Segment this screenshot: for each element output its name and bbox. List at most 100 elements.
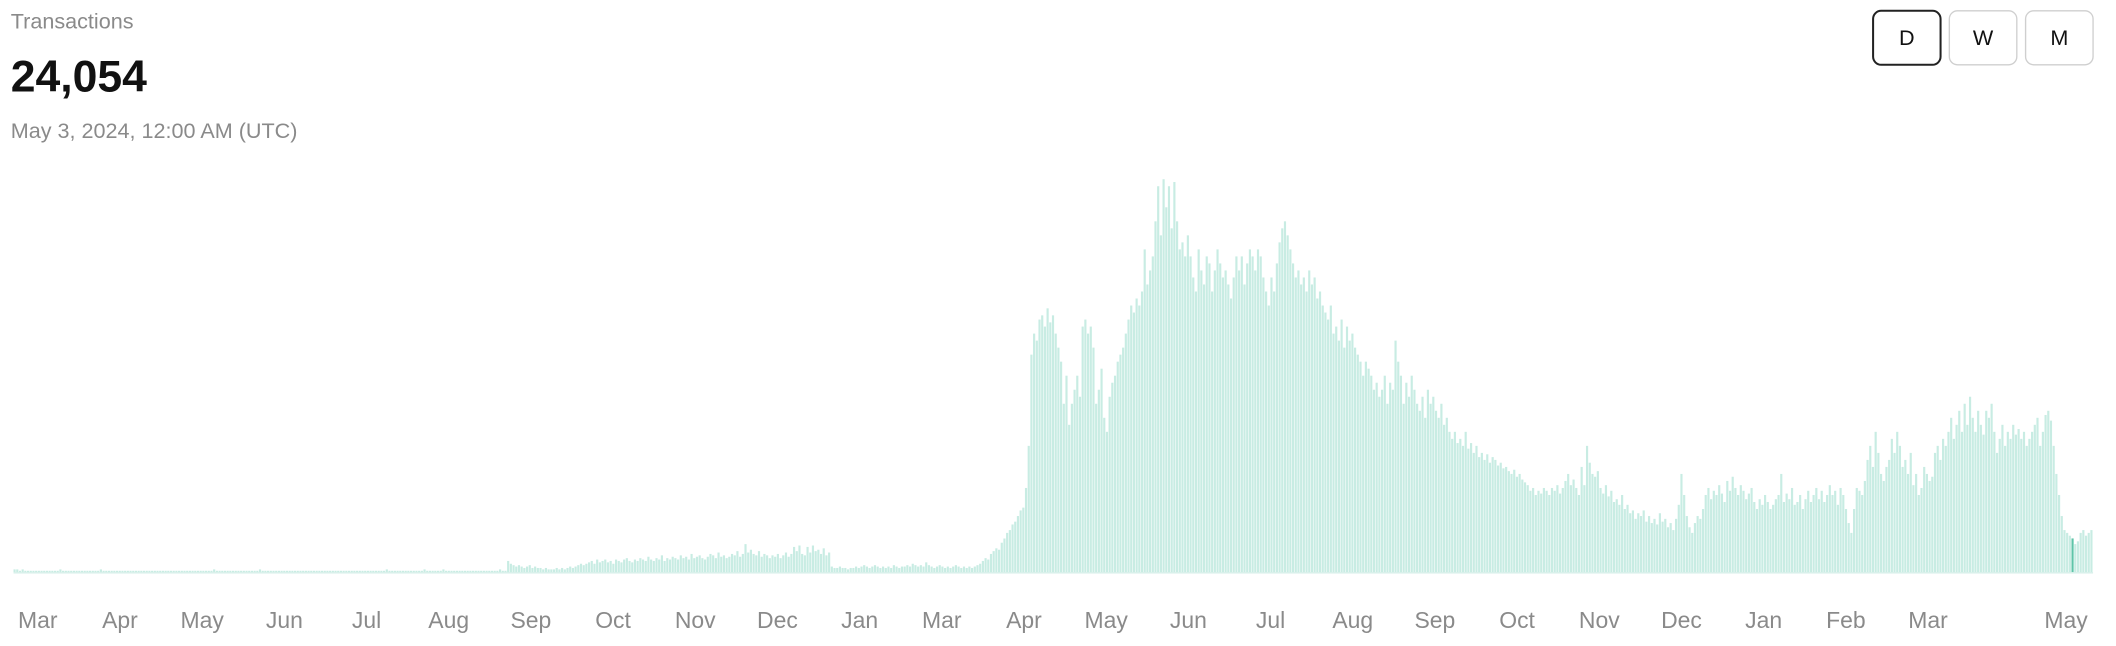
- bar: [62, 570, 65, 573]
- bar: [641, 559, 645, 573]
- bar: [118, 570, 121, 573]
- bar: [78, 570, 81, 573]
- bar: [1650, 523, 1653, 573]
- bar: [1518, 473, 1521, 573]
- bar: [984, 558, 987, 573]
- bar: [496, 570, 499, 573]
- bar: [1677, 504, 1680, 573]
- bar: [1666, 527, 1670, 573]
- bar: [1580, 466, 1583, 573]
- bar: [501, 570, 504, 573]
- bar: [1310, 284, 1314, 573]
- bar: [83, 570, 86, 573]
- button-frame[interactable]: [1872, 9, 1942, 66]
- bar: [1523, 482, 1527, 573]
- bar: [40, 570, 43, 573]
- bar: [555, 567, 558, 573]
- bar: [1623, 509, 1626, 573]
- bar: [644, 560, 647, 573]
- bar: [1348, 340, 1351, 573]
- bar: [674, 558, 677, 573]
- bar: [542, 569, 545, 573]
- button-frame[interactable]: [1948, 10, 2018, 66]
- bar: [1111, 382, 1114, 573]
- bar: [304, 570, 307, 573]
- x-tick-label: Nov: [675, 607, 716, 633]
- bar: [1224, 270, 1227, 573]
- bar: [356, 570, 359, 573]
- bar: [849, 567, 852, 573]
- bar: [868, 567, 871, 573]
- bar: [420, 570, 423, 573]
- bar: [334, 570, 337, 573]
- bar: [401, 570, 405, 573]
- bar: [21, 569, 24, 573]
- bar: [1478, 457, 1481, 573]
- bar: [129, 570, 132, 573]
- x-tick-label: Jun: [1170, 607, 1207, 633]
- button-frame[interactable]: [2024, 10, 2094, 66]
- bar: [1612, 502, 1616, 573]
- bar: [1785, 493, 1788, 573]
- bar: [291, 570, 294, 573]
- bar: [159, 570, 162, 573]
- bar: [1364, 361, 1367, 573]
- bar: [1000, 542, 1003, 573]
- button-label[interactable]: W: [1973, 25, 1994, 50]
- bar: [679, 555, 682, 573]
- bar: [409, 570, 413, 573]
- button-label[interactable]: M: [2050, 25, 2068, 50]
- bar: [1599, 487, 1602, 573]
- bar: [698, 555, 701, 573]
- bar: [2020, 438, 2023, 573]
- button-label[interactable]: D: [1899, 25, 1915, 50]
- bar: [1178, 249, 1181, 573]
- bar: [115, 570, 119, 573]
- bar: [1030, 354, 1033, 573]
- bar: [1626, 504, 1629, 573]
- bar: [245, 570, 248, 573]
- bar: [1847, 523, 1850, 573]
- bar: [1302, 277, 1305, 573]
- bar: [946, 566, 949, 573]
- bar: [968, 566, 971, 573]
- bar: [2036, 417, 2039, 573]
- bar: [1521, 479, 1524, 573]
- range-button[interactable]: D: [1872, 9, 1942, 66]
- bar: [1548, 494, 1551, 573]
- bar: [882, 566, 885, 573]
- bar: [1192, 277, 1195, 573]
- bar: [838, 566, 842, 573]
- bar: [97, 570, 100, 573]
- bar: [1615, 499, 1618, 573]
- bar: [1337, 340, 1340, 573]
- bar: [37, 570, 40, 573]
- bar: [660, 555, 663, 573]
- bar: [1092, 347, 1095, 573]
- bar: [269, 570, 272, 573]
- bar: [952, 566, 955, 573]
- bar: [1432, 396, 1435, 573]
- bar: [1507, 471, 1510, 573]
- bar: [828, 552, 831, 573]
- bar: [979, 563, 982, 573]
- bar: [1747, 493, 1750, 573]
- bar: [1391, 389, 1394, 573]
- bar: [620, 562, 623, 573]
- bar: [604, 559, 607, 573]
- bar: [693, 558, 696, 573]
- bar: [730, 553, 734, 573]
- bar: [1982, 434, 1985, 573]
- bar: [682, 558, 685, 573]
- bar: [766, 555, 769, 573]
- bar: [1135, 298, 1138, 573]
- bar: [1502, 468, 1505, 573]
- range-button[interactable]: W: [1948, 10, 2018, 66]
- range-button[interactable]: M: [2024, 10, 2094, 66]
- x-tick-label: Aug: [428, 607, 469, 633]
- bar: [655, 558, 658, 573]
- bar: [1380, 389, 1384, 573]
- bar: [1995, 452, 1999, 573]
- bar: [666, 558, 669, 573]
- bar: [172, 570, 175, 573]
